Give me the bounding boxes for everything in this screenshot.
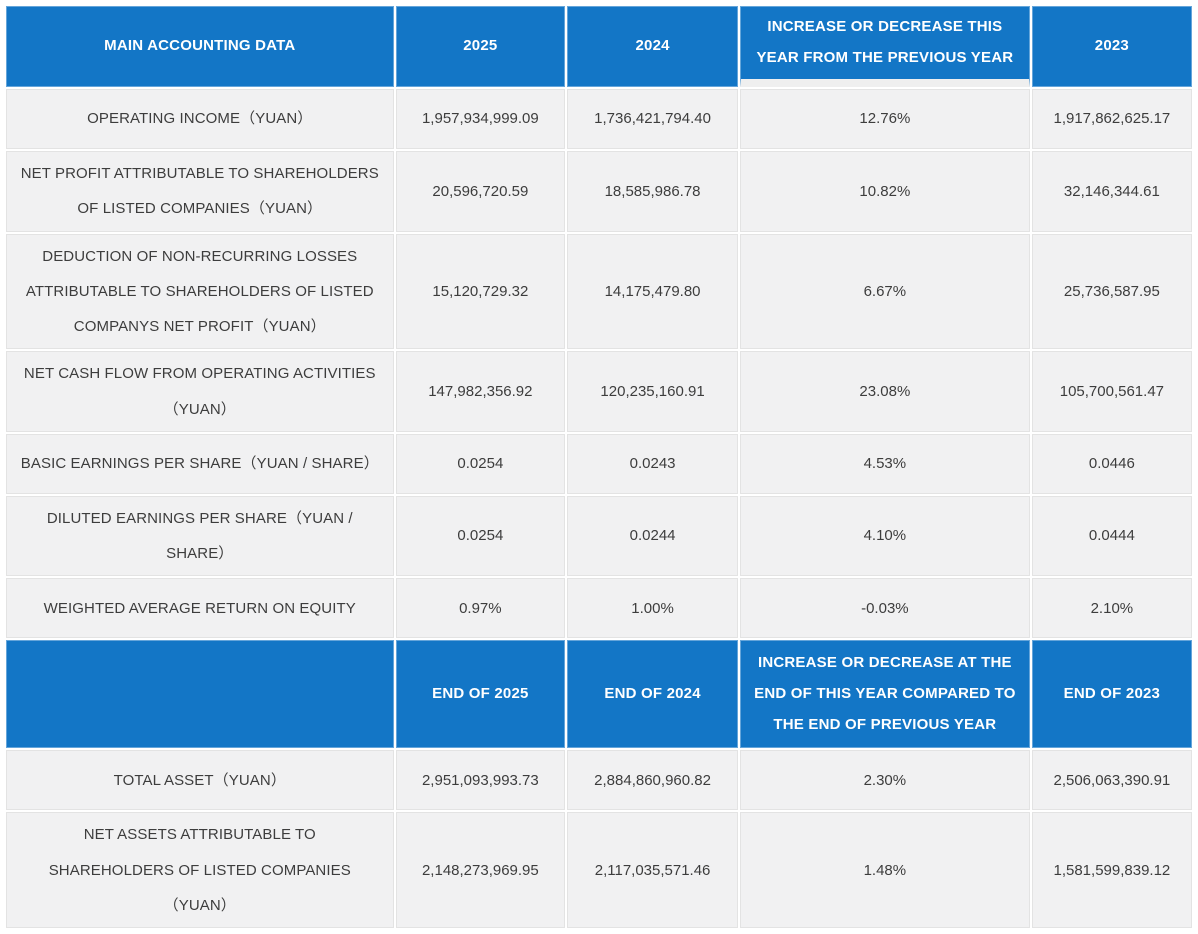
row-label: NET ASSETS ATTRIBUTABLE TO SHAREHOLDERS … [6,812,394,928]
value-2025: 1,957,934,999.09 [395,89,566,149]
value-2023: 1,917,862,625.17 [1031,89,1192,149]
value-end-2024: 2,884,860,960.82 [567,750,738,811]
value-2024: 1,736,421,794.40 [567,89,738,149]
value-change: -0.03% [739,578,1030,639]
table-row-net-assets: NET ASSETS ATTRIBUTABLE TO SHAREHOLDERS … [6,812,1192,928]
table-row-operating-income: OPERATING INCOME（YUAN） 1,957,934,999.09 … [6,89,1192,149]
column-header-change-end-of-year: INCREASE OR DECREASE AT THE END OF THIS … [739,640,1030,749]
value-end-2023: 1,581,599,839.12 [1031,812,1192,928]
column-header-blank [6,640,394,749]
table-row-net-profit: NET PROFIT ATTRIBUTABLE TO SHAREHOLDERS … [6,151,1192,232]
table-row-net-cash-flow: NET CASH FLOW FROM OPERATING ACTIVITIES（… [6,351,1192,432]
table-row-diluted-eps: DILUTED EARNINGS PER SHARE（YUAN / SHARE）… [6,495,1192,577]
value-change: 12.76% [739,89,1030,149]
value-change: 23.08% [739,351,1030,432]
value-change: 2.30% [739,750,1030,811]
row-label: NET PROFIT ATTRIBUTABLE TO SHAREHOLDERS … [6,151,394,232]
section2-header-row: END OF 2025 END OF 2024 INCREASE OR DECR… [6,640,1192,749]
value-2025: 147,982,356.92 [395,351,566,432]
value-2023: 105,700,561.47 [1031,351,1192,432]
value-end-2023: 2,506,063,390.91 [1031,750,1192,811]
value-2023: 2.10% [1031,578,1192,639]
value-2024: 0.0244 [567,495,738,577]
value-2025: 0.0254 [395,495,566,577]
value-2024: 0.0243 [567,433,738,494]
table-row-total-asset: TOTAL ASSET（YUAN） 2,951,093,993.73 2,884… [6,750,1192,811]
table-row-basic-eps: BASIC EARNINGS PER SHARE（YUAN / SHARE） 0… [6,433,1192,494]
value-change: 6.67% [739,233,1030,350]
value-2023: 0.0446 [1031,433,1192,494]
section1-header-row: MAIN ACCOUNTING DATA 2025 2024 INCREASE … [6,6,1192,87]
value-change: 4.10% [739,495,1030,577]
value-2023: 25,736,587.95 [1031,233,1192,350]
row-label: DILUTED EARNINGS PER SHARE（YUAN / SHARE） [6,495,394,577]
value-end-2025: 2,951,093,993.73 [395,750,566,811]
column-header-main-accounting-data: MAIN ACCOUNTING DATA [6,6,394,87]
row-label: TOTAL ASSET（YUAN） [6,750,394,811]
row-label: OPERATING INCOME（YUAN） [6,89,394,149]
value-2023: 32,146,344.61 [1031,151,1192,232]
value-2025: 0.97% [395,578,566,639]
main-accounting-data-table: MAIN ACCOUNTING DATA 2025 2024 INCREASE … [4,4,1194,930]
value-change: 1.48% [739,812,1030,928]
value-2024: 120,235,160.91 [567,351,738,432]
column-header-2023: 2023 [1031,6,1192,87]
value-2023: 0.0444 [1031,495,1192,577]
row-label: NET CASH FLOW FROM OPERATING ACTIVITIES（… [6,351,394,432]
column-header-2025: 2025 [395,6,566,87]
value-2025: 15,120,729.32 [395,233,566,350]
value-2024: 1.00% [567,578,738,639]
row-label: DEDUCTION OF NON-RECURRING LOSSES ATTRIB… [6,233,394,350]
row-label: BASIC EARNINGS PER SHARE（YUAN / SHARE） [6,433,394,494]
value-2025: 0.0254 [395,433,566,494]
column-header-change-this-year: INCREASE OR DECREASE THIS YEAR FROM THE … [739,6,1030,87]
value-2024: 14,175,479.80 [567,233,738,350]
row-label: WEIGHTED AVERAGE RETURN ON EQUITY [6,578,394,639]
value-end-2025: 2,148,273,969.95 [395,812,566,928]
column-header-end-of-2025: END OF 2025 [395,640,566,749]
table-row-deduction-non-recurring: DEDUCTION OF NON-RECURRING LOSSES ATTRIB… [6,233,1192,350]
value-change: 4.53% [739,433,1030,494]
column-header-end-of-2023: END OF 2023 [1031,640,1192,749]
column-header-2024: 2024 [567,6,738,87]
column-header-end-of-2024: END OF 2024 [567,640,738,749]
value-change: 10.82% [739,151,1030,232]
value-2024: 18,585,986.78 [567,151,738,232]
value-end-2024: 2,117,035,571.46 [567,812,738,928]
value-2025: 20,596,720.59 [395,151,566,232]
table-row-weighted-avg-return: WEIGHTED AVERAGE RETURN ON EQUITY 0.97% … [6,578,1192,639]
